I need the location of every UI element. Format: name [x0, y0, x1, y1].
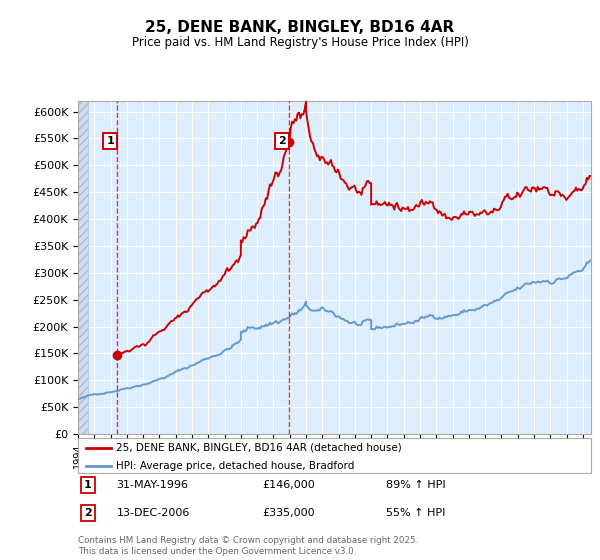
Text: 2: 2 [278, 136, 286, 146]
Text: £335,000: £335,000 [263, 508, 316, 518]
Text: 25, DENE BANK, BINGLEY, BD16 4AR: 25, DENE BANK, BINGLEY, BD16 4AR [145, 20, 455, 35]
Text: 2: 2 [84, 508, 92, 518]
Text: 31-MAY-1996: 31-MAY-1996 [116, 480, 188, 490]
Text: 1: 1 [106, 136, 114, 146]
Text: Contains HM Land Registry data © Crown copyright and database right 2025.
This d: Contains HM Land Registry data © Crown c… [78, 536, 418, 556]
FancyBboxPatch shape [78, 438, 591, 473]
Text: 1: 1 [84, 480, 92, 490]
Text: 55% ↑ HPI: 55% ↑ HPI [386, 508, 445, 518]
Text: Price paid vs. HM Land Registry's House Price Index (HPI): Price paid vs. HM Land Registry's House … [131, 36, 469, 49]
Text: £146,000: £146,000 [263, 480, 316, 490]
Text: HPI: Average price, detached house, Bradford: HPI: Average price, detached house, Brad… [116, 460, 355, 470]
Text: 25, DENE BANK, BINGLEY, BD16 4AR (detached house): 25, DENE BANK, BINGLEY, BD16 4AR (detach… [116, 442, 402, 452]
Text: 89% ↑ HPI: 89% ↑ HPI [386, 480, 445, 490]
Text: 13-DEC-2006: 13-DEC-2006 [116, 508, 190, 518]
